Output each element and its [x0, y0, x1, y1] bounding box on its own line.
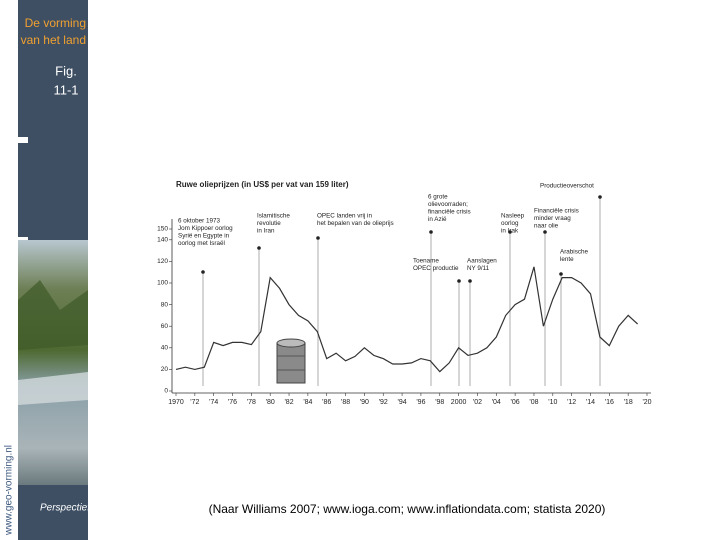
x-tick-label: '84 [303, 399, 312, 406]
y-tick-label: 100 [157, 280, 168, 287]
x-tick-label: '72 [190, 399, 199, 406]
annotation-pin [468, 279, 472, 283]
x-tick-label: '90 [360, 399, 369, 406]
y-tick-label: 80 [161, 301, 169, 308]
annotation-pin [598, 195, 602, 199]
annotation: oorlog met Israël [178, 240, 225, 247]
annotation: het bepalen van de olieprijs [317, 220, 394, 227]
y-tick-label: 60 [161, 323, 169, 330]
x-tick-label: '98 [435, 399, 444, 406]
x-tick-label: '20 [642, 399, 651, 406]
x-tick-label: '02 [473, 399, 482, 406]
x-tick-label: '12 [567, 399, 576, 406]
annotation: lente [560, 256, 574, 263]
annotation: Arabische [560, 249, 588, 256]
x-tick-label: '76 [228, 399, 237, 406]
x-tick-label: '08 [529, 399, 538, 406]
annotation-pin [543, 230, 547, 234]
annotation: Aanslagen [467, 258, 497, 265]
annotation: in Azië [428, 216, 447, 223]
annotation: financiële crisis [428, 209, 471, 216]
annotation: olievoorraden; [428, 201, 468, 208]
annotation-pin [429, 230, 433, 234]
fig-label: Fig. [55, 63, 77, 78]
y-tick-label: 20 [161, 366, 169, 373]
x-tick-label: 1970 [168, 399, 184, 406]
price-line [175, 266, 639, 373]
annotation-pin [457, 279, 461, 283]
annotation-pin [257, 246, 261, 250]
annotation: in Iran [257, 228, 275, 235]
x-tick-label: '74 [209, 399, 218, 406]
x-tick-label: '86 [322, 399, 331, 406]
photo [18, 240, 88, 485]
y-tick-label: 120 [157, 258, 168, 265]
annotation: naar olie [534, 223, 559, 230]
url: www.geo-vorming.nl [4, 445, 15, 536]
x-tick-label: '04 [492, 399, 501, 406]
x-tick-label: '92 [379, 399, 388, 406]
source: (Naar Williams 2007; www.ioga.com; www.i… [209, 502, 606, 516]
annotation: revolutie [257, 220, 281, 227]
annotation: minder vraag [534, 215, 571, 222]
x-tick-label: '10 [548, 399, 557, 406]
annotation: Productieoverschot [540, 183, 594, 190]
fig-label: 11-1 [53, 82, 78, 97]
x-tick-label: '78 [247, 399, 256, 406]
x-tick-label: '18 [624, 399, 633, 406]
logo: Perspectief [40, 503, 91, 514]
annotation: NY 9/11 [467, 265, 490, 272]
annotation: 6 grote [428, 194, 448, 201]
photo-water [18, 372, 88, 405]
x-tick-label: '06 [511, 399, 520, 406]
x-tick-label: '94 [398, 399, 407, 406]
annotation-pin [559, 272, 563, 276]
annotation: Financiële crisis [534, 208, 579, 215]
y-tick-label: 0 [164, 388, 168, 395]
annotation-pin [508, 230, 512, 234]
annotation-pin [316, 236, 320, 240]
x-tick-label: '82 [284, 399, 293, 406]
y-tick-label: 150 [157, 226, 168, 233]
annotation: OPEC productie [413, 265, 459, 272]
brand: De vorming [25, 16, 86, 30]
annotation: 6 oktober 1973 [178, 218, 221, 225]
annotation: OPEC landen vrij in [317, 213, 372, 220]
annotation: Islamitische [257, 213, 290, 220]
x-tick-label: 2000 [451, 399, 467, 406]
brand: van het land [21, 33, 86, 47]
y-tick-label: 40 [161, 345, 169, 352]
annotation: Jom Kippoer oorlog [178, 225, 233, 232]
annotation: Nasleep [501, 213, 525, 220]
x-tick-label: '80 [266, 399, 275, 406]
x-tick-label: '96 [416, 399, 425, 406]
annotation-pin [201, 270, 205, 274]
barrel [276, 338, 306, 384]
x-tick-label: '88 [341, 399, 350, 406]
x-tick-label: '14 [586, 399, 595, 406]
annotation: Syrië en Egypte in [178, 233, 230, 240]
x-tick-label: '16 [605, 399, 614, 406]
annotation: Toename [413, 258, 439, 265]
annotation: oorlog [501, 220, 519, 227]
y-tick-label: 140 [157, 237, 168, 244]
photo-trees [18, 280, 88, 350]
chart-title: Ruwe olieprijzen (in US$ per vat van 159… [176, 180, 349, 189]
